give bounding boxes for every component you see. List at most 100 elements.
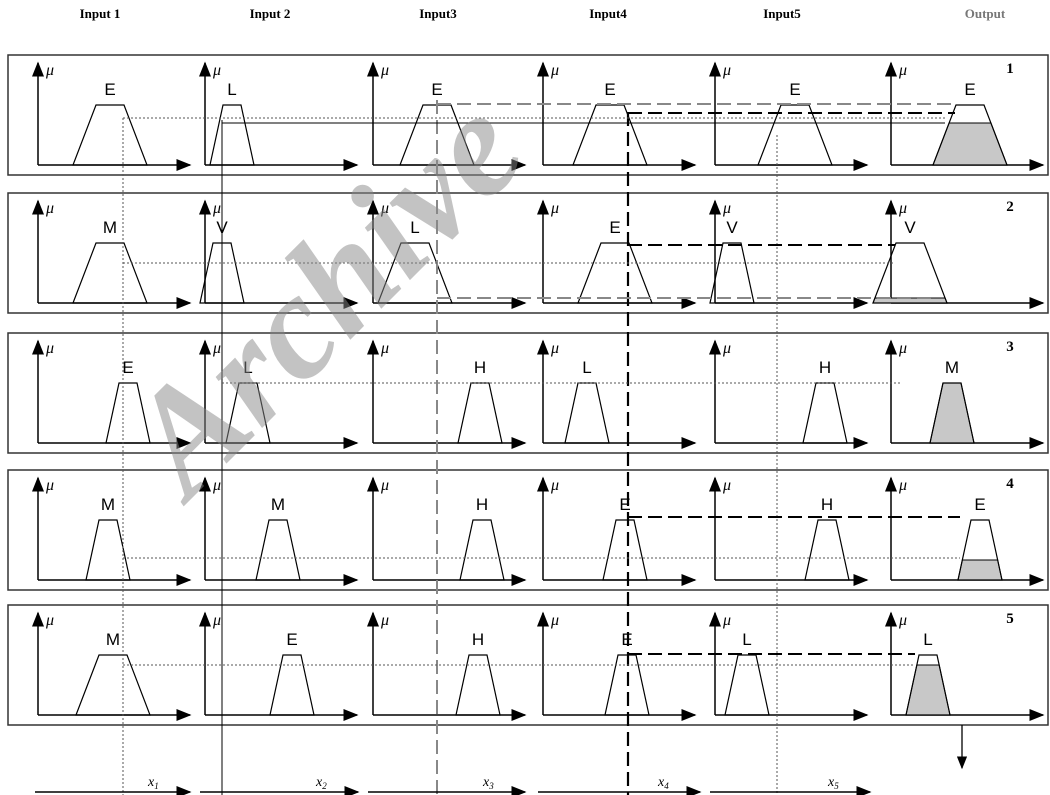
rule-box <box>7 469 1049 591</box>
term-label: E <box>604 80 615 99</box>
membership-function <box>255 519 301 581</box>
membership-function <box>932 104 1008 166</box>
membership-function <box>209 104 255 166</box>
mu-symbol: μ <box>380 62 389 79</box>
term-label: E <box>619 495 630 514</box>
input-index: 2 <box>322 781 327 791</box>
mu-symbol: μ <box>380 477 389 494</box>
term-label: L <box>410 218 419 237</box>
membership-function <box>377 242 453 304</box>
column-header: Output <box>965 6 1006 21</box>
mu-symbol: μ <box>212 200 221 217</box>
term-label: E <box>974 495 985 514</box>
rule-box <box>7 192 1049 314</box>
mu-symbol: μ <box>722 477 731 494</box>
term-label: H <box>472 630 484 649</box>
mu-symbol: μ <box>898 612 907 629</box>
input-symbol: x <box>315 775 323 790</box>
input-label: x2 <box>315 775 327 791</box>
mu-symbol: μ <box>898 477 907 494</box>
term-label: L <box>582 358 591 377</box>
mu-symbol: μ <box>550 612 559 629</box>
term-label: V <box>726 218 738 237</box>
term-label: E <box>789 80 800 99</box>
membership-function <box>105 382 151 444</box>
term-label: M <box>106 630 120 649</box>
input-label: x3 <box>482 775 494 791</box>
membership-function <box>225 382 271 444</box>
membership-function <box>929 382 975 444</box>
term-label: L <box>742 630 751 649</box>
input-symbol: x <box>147 775 155 790</box>
term-label: M <box>271 495 285 514</box>
input-index: 4 <box>664 781 669 791</box>
column-header: Input5 <box>763 6 801 21</box>
mu-symbol: μ <box>722 612 731 629</box>
membership-function <box>957 519 1003 581</box>
term-label: M <box>103 218 117 237</box>
input-symbol: x <box>657 775 665 790</box>
input-index: 3 <box>488 781 494 791</box>
membership-function <box>602 519 648 581</box>
mu-symbol: μ <box>722 200 731 217</box>
membership-function <box>709 242 755 304</box>
rule-number: 2 <box>1006 199 1014 215</box>
column-header: Input4 <box>589 6 627 21</box>
membership-function <box>724 654 770 716</box>
mu-symbol: μ <box>722 62 731 79</box>
term-label: L <box>227 80 236 99</box>
mu-symbol: μ <box>550 200 559 217</box>
term-label: H <box>474 358 486 377</box>
term-label: H <box>476 495 488 514</box>
mu-symbol: μ <box>45 62 54 79</box>
term-label: M <box>945 358 959 377</box>
term-label: L <box>923 630 932 649</box>
term-label: E <box>964 80 975 99</box>
membership-function <box>85 519 131 581</box>
membership-function <box>905 654 951 716</box>
mu-symbol: μ <box>722 340 731 357</box>
term-label: E <box>286 630 297 649</box>
membership-function <box>72 104 148 166</box>
input-index: 1 <box>154 781 159 791</box>
mu-symbol: μ <box>550 477 559 494</box>
mu-symbol: μ <box>212 612 221 629</box>
term-label: E <box>431 80 442 99</box>
membership-function <box>564 382 610 444</box>
mu-symbol: μ <box>898 200 907 217</box>
column-header: Input 1 <box>80 6 121 21</box>
membership-function <box>802 382 848 444</box>
mu-symbol: μ <box>45 200 54 217</box>
term-label: H <box>821 495 833 514</box>
membership-function <box>459 519 505 581</box>
membership-function <box>577 242 653 304</box>
input-label: x1 <box>147 775 159 791</box>
input-symbol: x <box>827 775 835 790</box>
rule-box <box>7 54 1049 176</box>
term-label: M <box>101 495 115 514</box>
term-label: H <box>819 358 831 377</box>
column-header: Input3 <box>419 6 457 21</box>
input-index: 5 <box>834 781 839 791</box>
rule-box <box>7 332 1049 454</box>
input-label: x5 <box>827 775 839 791</box>
mu-symbol: μ <box>550 340 559 357</box>
mu-symbol: μ <box>550 62 559 79</box>
term-label: E <box>609 218 620 237</box>
mu-symbol: μ <box>898 62 907 79</box>
mu-symbol: μ <box>45 612 54 629</box>
mu-symbol: μ <box>380 340 389 357</box>
term-label: E <box>122 358 133 377</box>
output-shade <box>905 664 951 716</box>
rule-box <box>7 604 1049 726</box>
mu-symbol: μ <box>45 477 54 494</box>
term-label: E <box>104 80 115 99</box>
term-label: L <box>243 358 252 377</box>
mu-symbol: μ <box>212 340 221 357</box>
rule-number: 5 <box>1006 611 1014 627</box>
mu-symbol: μ <box>212 477 221 494</box>
term-label: V <box>904 218 916 237</box>
rule-number: 4 <box>1006 476 1014 492</box>
membership-function <box>804 519 850 581</box>
